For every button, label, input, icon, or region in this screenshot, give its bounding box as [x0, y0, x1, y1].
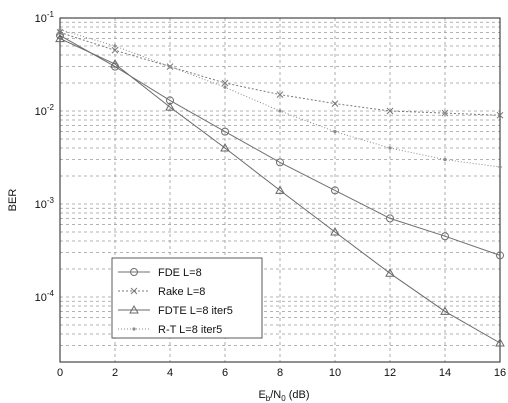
dot-marker [223, 85, 227, 89]
dot-marker [278, 109, 282, 113]
series-fdte-l-8-iter5 [55, 33, 505, 347]
circle-marker [496, 251, 504, 260]
circle-marker [130, 268, 138, 276]
y-tick-label: 10-4 [35, 289, 55, 304]
x-tick-label: 0 [57, 367, 63, 379]
triangle-marker [55, 33, 65, 43]
dot-marker [443, 158, 447, 162]
triangle-marker [330, 226, 340, 236]
tick-labels: 0 2 4 6 8 10 12 14 16 10-1 10-2 10-3 10-4 [35, 10, 507, 379]
legend: FDE L=8 Rake L=8 FDTE L=8 iter5 R-T L=8 ite… [111, 257, 263, 339]
dot-marker [132, 327, 136, 331]
x-marker [56, 29, 64, 36]
triangle-marker [495, 338, 505, 347]
legend-label: FDTE L=8 iter5 [158, 305, 233, 317]
y-tick-label: 10-3 [35, 196, 55, 211]
x-marker [386, 107, 394, 115]
x-tick-label: 8 [277, 367, 283, 379]
x-marker [496, 111, 504, 119]
y-axis-label: BER [7, 189, 19, 212]
legend-label: R-T L=8 iter5 [158, 324, 222, 336]
dot-marker [333, 130, 337, 134]
series-r-t-l-8-iter5 [58, 28, 502, 169]
triangle-marker [220, 142, 230, 152]
triangle-marker [129, 304, 139, 314]
x-tick-label: 16 [494, 367, 506, 379]
triangle-marker [440, 306, 450, 315]
circle-marker [386, 214, 394, 223]
dot-marker [58, 28, 62, 32]
legend-label: FDE L=8 [158, 267, 202, 279]
x-tick-label: 2 [112, 367, 118, 379]
x-marker [130, 287, 138, 295]
legend-entry: R-T L=8 iter5 [118, 324, 222, 336]
legend-entry: FDTE L=8 iter5 [118, 304, 233, 317]
x-tick-label: 12 [384, 367, 396, 379]
grid [60, 18, 500, 362]
triangle-marker [385, 268, 395, 277]
legend-label: Rake L=8 [158, 286, 205, 298]
series-rake-l-8 [56, 29, 504, 119]
x-tick-label: 6 [222, 367, 228, 379]
x-axis-label: Eb/N0 (dB) [258, 389, 309, 403]
legend-entry: Rake L=8 [118, 286, 205, 298]
circle-marker [441, 232, 449, 241]
dot-marker [168, 65, 172, 69]
series-line [59, 38, 501, 344]
dot-marker [498, 165, 502, 169]
circle-marker [331, 186, 339, 195]
x-marker [111, 46, 119, 54]
x-tick-label: 10 [329, 367, 341, 379]
triangle-marker [110, 59, 120, 68]
x-marker [441, 109, 449, 117]
triangle-marker [165, 102, 175, 111]
circle-marker [221, 127, 229, 136]
plot-frame [59, 17, 501, 363]
x-marker [331, 100, 339, 107]
dot-marker [388, 146, 392, 150]
x-marker [221, 79, 229, 87]
circle-marker [276, 158, 284, 167]
triangle-marker [275, 185, 285, 194]
y-tick-label: 10-1 [35, 10, 55, 25]
x-tick-label: 4 [167, 367, 173, 379]
x-tick-label: 14 [439, 367, 451, 379]
dot-marker [113, 44, 117, 48]
legend-entry: FDE L=8 [118, 267, 202, 279]
y-tick-label: 10-2 [35, 103, 55, 118]
x-marker [276, 91, 284, 98]
series-layer [55, 28, 505, 347]
